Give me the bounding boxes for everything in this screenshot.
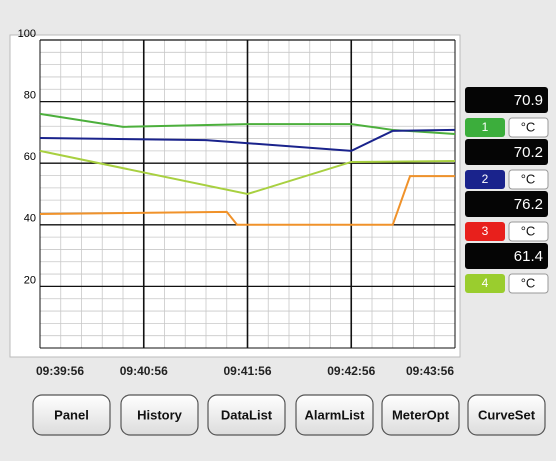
unit: °C bbox=[521, 171, 536, 186]
reading-box bbox=[465, 243, 548, 269]
reading-box bbox=[465, 139, 548, 165]
x-tick-label: 09:39:56 bbox=[36, 364, 84, 378]
button[interactable] bbox=[467, 394, 546, 436]
unit-box bbox=[508, 221, 549, 242]
channel-name: 3 bbox=[482, 224, 489, 238]
unit-box bbox=[508, 273, 549, 294]
channel-name: 2 bbox=[482, 172, 489, 186]
x-tick-label: 09:41:56 bbox=[223, 364, 271, 378]
unit: °C bbox=[521, 275, 536, 290]
button-label[interactable]: History bbox=[137, 407, 183, 422]
reading-box bbox=[465, 87, 548, 113]
y-tick-label: 60 bbox=[24, 151, 36, 163]
y-tick-label: 100 bbox=[18, 28, 36, 40]
x-tick-label: 09:42:56 bbox=[327, 364, 375, 378]
reading-box bbox=[465, 191, 548, 217]
series-line bbox=[39, 128, 456, 152]
channel-box bbox=[465, 222, 505, 241]
unit-box bbox=[508, 117, 549, 138]
button[interactable] bbox=[32, 394, 111, 436]
button[interactable] bbox=[295, 394, 374, 436]
reading: 61.4 bbox=[514, 248, 543, 265]
y-tick-label: 40 bbox=[24, 213, 36, 225]
chart-frame bbox=[9, 34, 461, 358]
button-label[interactable]: CurveSet bbox=[478, 407, 536, 422]
reading: 76.2 bbox=[514, 196, 543, 213]
button-label[interactable]: MeterOpt bbox=[392, 407, 450, 422]
channel-box bbox=[465, 170, 505, 189]
series-line bbox=[39, 149, 456, 196]
y-tick-label: 20 bbox=[24, 274, 36, 286]
button-label[interactable]: DataList bbox=[221, 407, 273, 422]
unit: °C bbox=[521, 223, 536, 238]
reading: 70.2 bbox=[514, 144, 543, 161]
button-label[interactable]: AlarmList bbox=[305, 407, 366, 422]
series-line bbox=[39, 175, 455, 226]
button[interactable] bbox=[381, 394, 460, 436]
x-tick-label: 09:40:56 bbox=[120, 364, 168, 378]
channel-box bbox=[465, 118, 505, 137]
button[interactable] bbox=[120, 394, 199, 436]
button-label[interactable]: Panel bbox=[54, 407, 89, 422]
x-tick-label: 09:43:56 bbox=[406, 364, 454, 378]
y-tick-label: 80 bbox=[24, 90, 36, 102]
button[interactable] bbox=[207, 394, 286, 436]
unit: °C bbox=[521, 119, 536, 134]
unit-box bbox=[508, 169, 549, 190]
reading: 70.9 bbox=[514, 92, 543, 109]
channel-name: 1 bbox=[482, 120, 489, 134]
channel-box bbox=[465, 274, 505, 293]
channel-name: 4 bbox=[482, 276, 489, 290]
